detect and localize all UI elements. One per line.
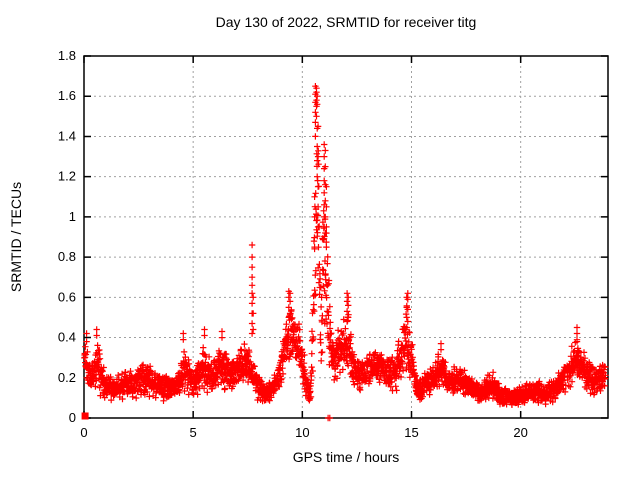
y-tick-label: 0.6 [58, 289, 76, 304]
plot-border [83, 55, 609, 419]
chart-title: Day 130 of 2022, SRMTID for receiver tit… [215, 14, 477, 30]
x-tick-label: 20 [513, 425, 527, 440]
y-tick-label: 1.6 [58, 88, 76, 103]
data-point-square [81, 412, 89, 420]
x-tick-label: 0 [80, 425, 87, 440]
y-axis-label: SRMTID / TECUs [8, 181, 24, 293]
data-points [81, 83, 609, 422]
y-tick-label: 1.2 [58, 169, 76, 184]
y-tick-label: 0.8 [58, 249, 76, 264]
y-tick-label: 1 [69, 209, 76, 224]
y-tick-label: 0.4 [58, 330, 76, 345]
y-tick-label: 1.4 [58, 128, 76, 143]
y-tick-label: 0.2 [58, 370, 76, 385]
x-tick-label: 5 [190, 425, 197, 440]
y-tick-label: 0 [69, 410, 76, 425]
x-axis-label: GPS time / hours [292, 449, 400, 465]
x-tick-label: 15 [404, 425, 418, 440]
x-tick-label: 10 [295, 425, 309, 440]
y-tick-label: 1.8 [58, 48, 76, 63]
